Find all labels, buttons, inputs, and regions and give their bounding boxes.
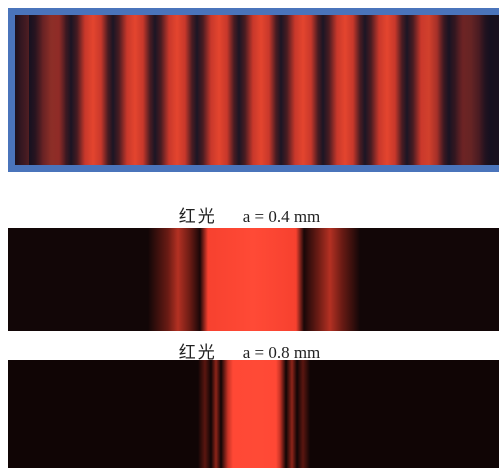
fringes <box>15 15 499 165</box>
diffraction-pattern <box>8 360 499 468</box>
slit-label: a = 0.8 mm <box>242 343 321 362</box>
interference-pattern <box>8 8 499 172</box>
caption: 红光 a = 0.4 mm <box>0 202 499 227</box>
light-label: 红光 <box>178 207 217 226</box>
diffraction-pattern <box>8 228 499 331</box>
slit-label: a = 0.4 mm <box>242 207 321 226</box>
caption: 红光 a = 0.8 mm <box>0 338 499 363</box>
light-label: 红光 <box>178 343 217 362</box>
